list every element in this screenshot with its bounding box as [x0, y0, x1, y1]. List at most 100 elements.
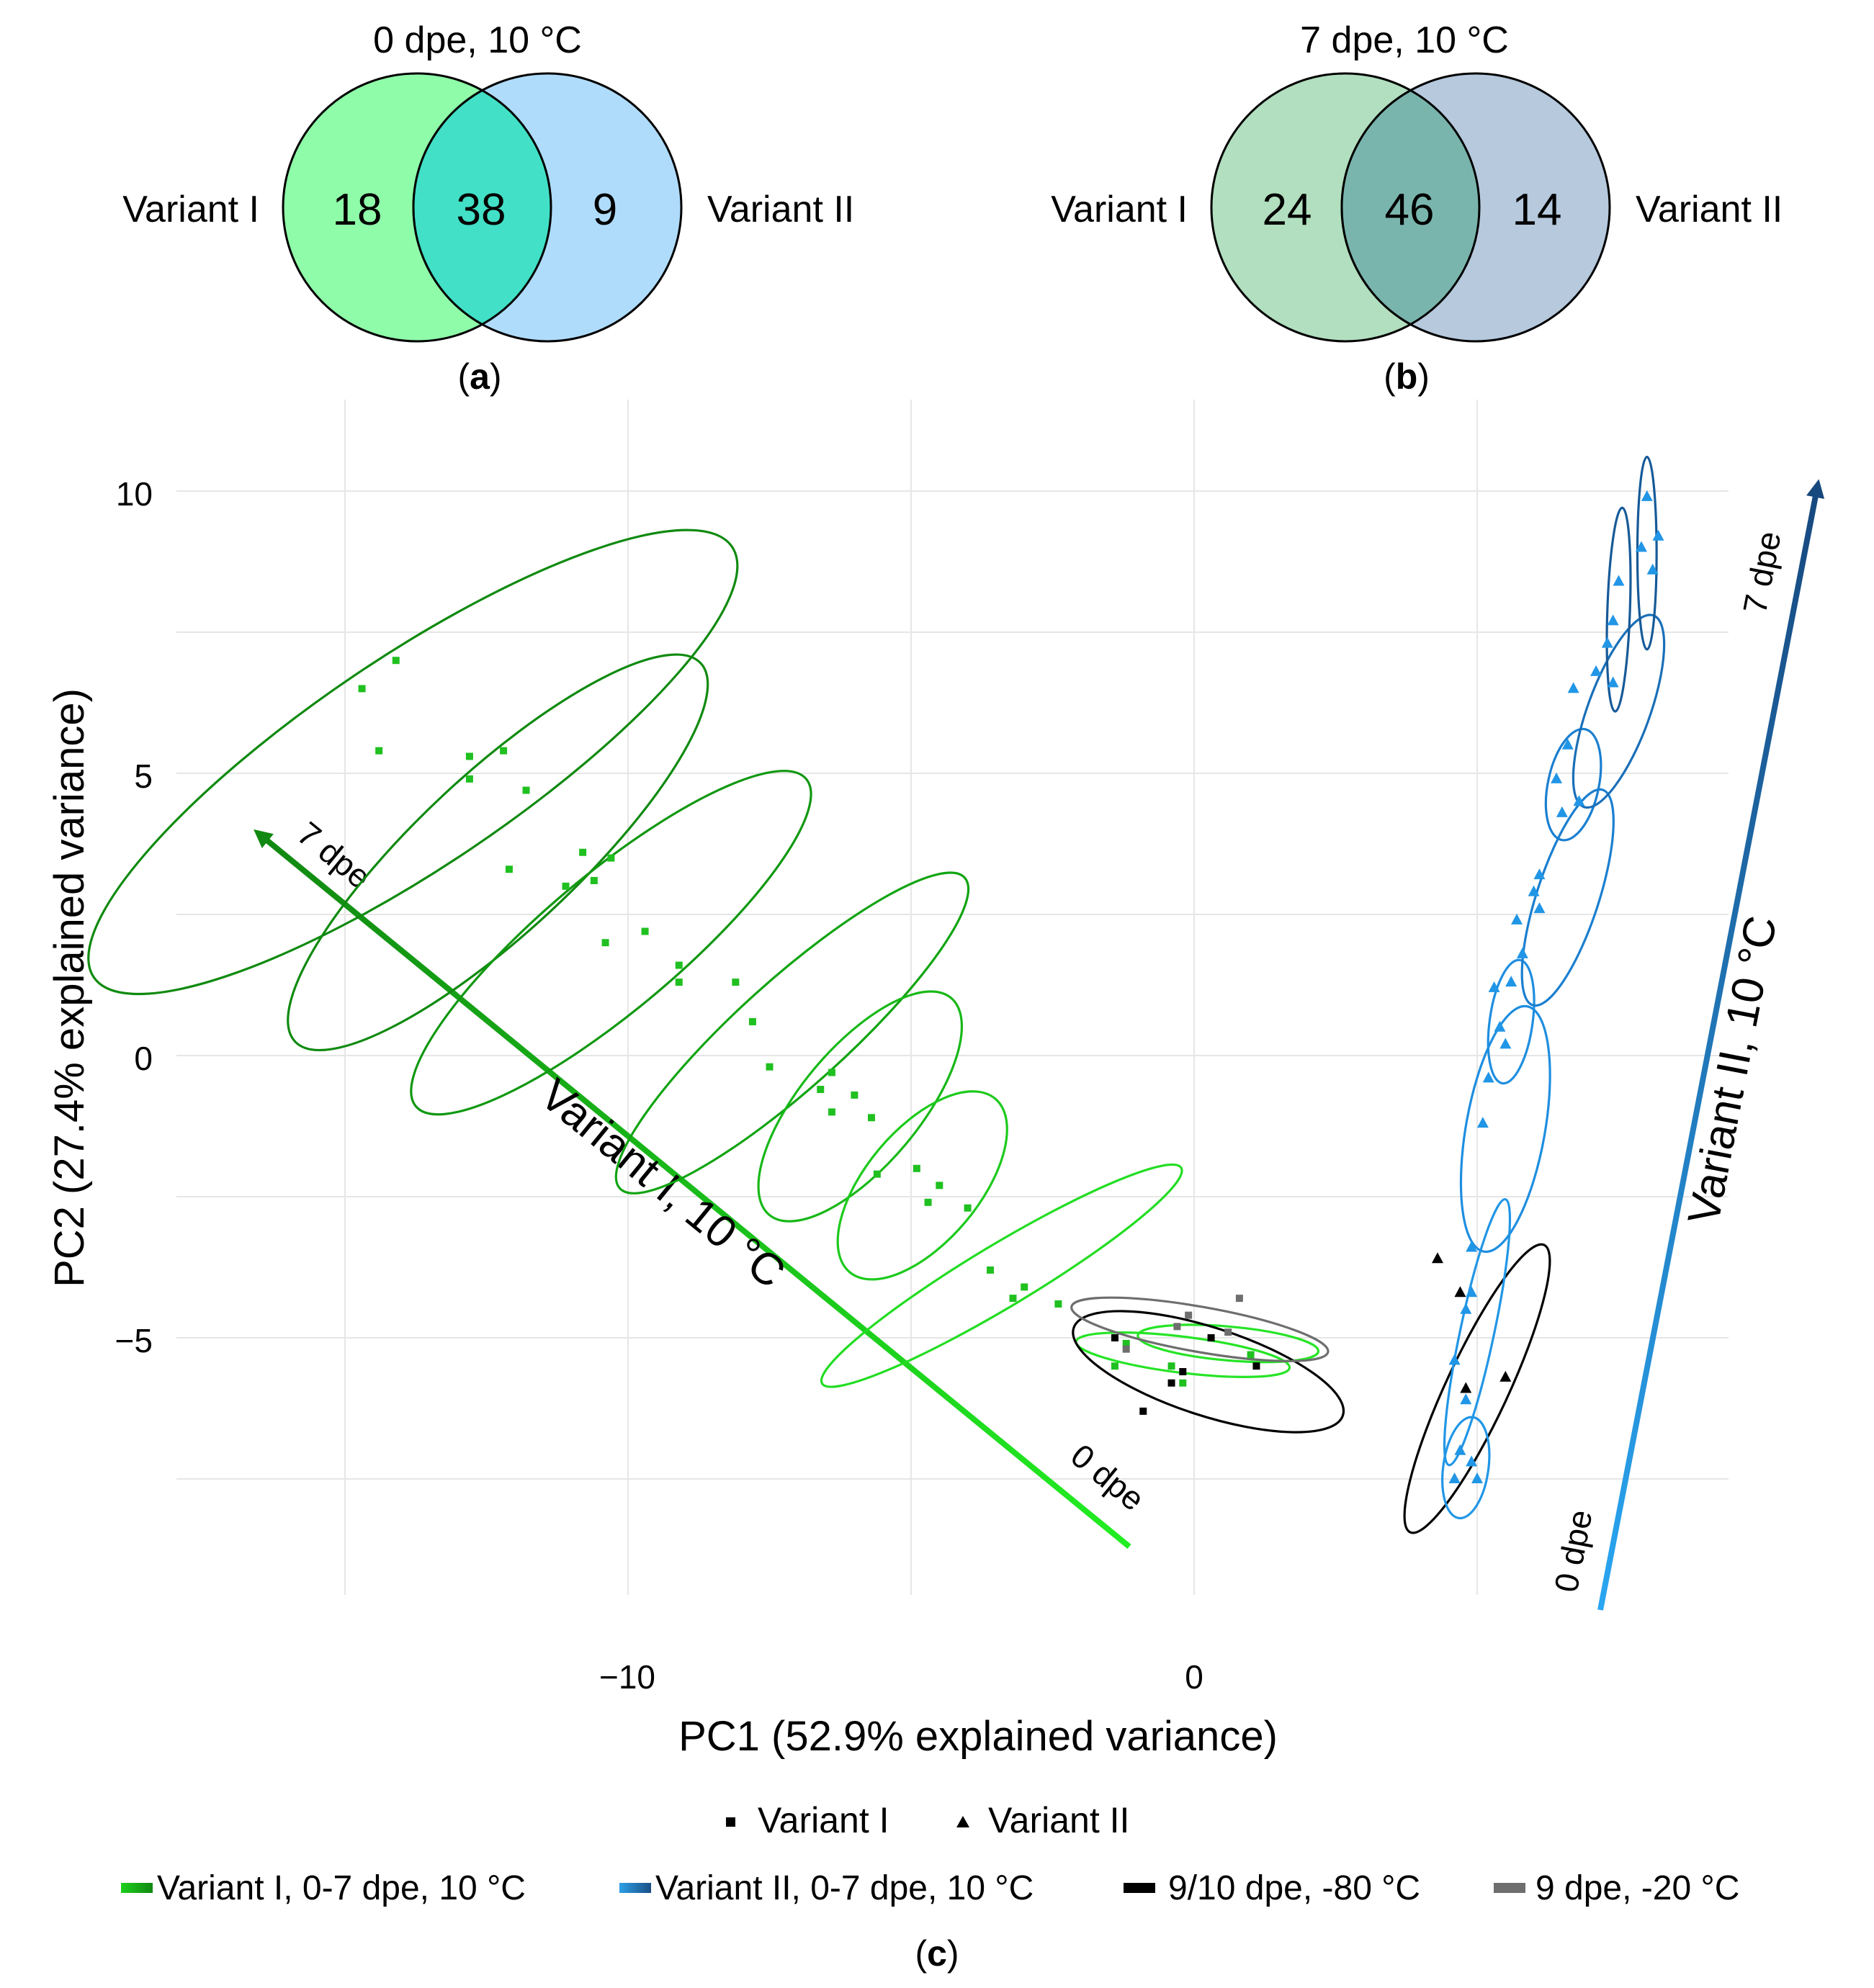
square-point: [1207, 1334, 1215, 1341]
square-point: [465, 775, 473, 783]
square-point: [1252, 1362, 1260, 1370]
triangle-point: [1454, 1444, 1466, 1455]
triangle-point: [1573, 795, 1585, 806]
square-point: [913, 1164, 920, 1172]
confidence-ellipse: [1487, 958, 1535, 1085]
square-point: [1179, 1379, 1187, 1387]
x-tick-label: −10: [599, 1658, 655, 1696]
triangle-point: [1499, 1038, 1512, 1049]
square-point: [1167, 1379, 1175, 1387]
gridlines: [176, 400, 1729, 1595]
legend-swatch-minus-20: [1494, 1883, 1525, 1893]
triangle-point: [1471, 1472, 1483, 1483]
square-point: [748, 1017, 756, 1025]
confidence-ellipse: [820, 1163, 1183, 1388]
x-tick-label: 0: [1185, 1658, 1203, 1696]
venn-b-caption: (b): [1384, 356, 1430, 397]
square-point: [500, 747, 508, 755]
y-tick-labels: 10 5 0 −5: [115, 475, 153, 1359]
variant-i-arrow-label: Variant I, 10 °C: [531, 1070, 794, 1298]
square-point: [1111, 1362, 1118, 1370]
square-point: [505, 865, 513, 873]
marker-legend: Variant I Variant II: [726, 1800, 1129, 1840]
y-tick-label: −5: [115, 1322, 153, 1359]
square-point: [579, 848, 587, 856]
triangle-point: [1561, 738, 1574, 750]
venn-a-intersection: [412, 89, 552, 326]
triangle-point: [1533, 868, 1546, 880]
y-axis-label: PC2 (27.4% explained variance): [46, 688, 93, 1287]
confidence-ellipse: [1572, 613, 1666, 809]
triangle-point: [1511, 913, 1523, 925]
triangle-point: [1601, 637, 1613, 648]
square-point: [1247, 1351, 1255, 1359]
confidence-ellipse: [1072, 1310, 1345, 1434]
square-point: [1185, 1311, 1193, 1319]
triangle-point: [1551, 772, 1563, 783]
square-point: [675, 979, 683, 986]
venn-a-caption: (a): [457, 356, 501, 397]
triangle-point: [1590, 665, 1602, 676]
square-point: [522, 786, 530, 794]
square-point: [1139, 1407, 1147, 1415]
venn-a-left-label: Variant I: [122, 189, 259, 230]
triangle-point: [1567, 682, 1579, 693]
square-point: [562, 882, 570, 890]
data-points: [358, 490, 1664, 1483]
triangle-point: [1613, 575, 1625, 586]
legend-swatch-variant-ii: [619, 1883, 651, 1893]
triangle-point: [1460, 1303, 1472, 1314]
legend-triangle-marker: [956, 1816, 969, 1827]
triangle-point: [1460, 1393, 1472, 1405]
square-point: [607, 854, 615, 862]
venn-a-title: 0 dpe, 10 °C: [373, 19, 582, 61]
triangle-point: [1466, 1455, 1478, 1467]
y-tick-label: 5: [134, 757, 153, 795]
square-point: [766, 1063, 774, 1071]
square-point: [1224, 1328, 1232, 1336]
triangle-point: [1448, 1472, 1461, 1483]
variant-i-trend-arrow: [254, 829, 1131, 1550]
triangle-point: [1635, 541, 1647, 552]
confidence-ellipses: [87, 456, 1666, 1534]
triangle-point: [1528, 885, 1540, 896]
legend-label: 9/10 dpe, -80 °C: [1168, 1869, 1420, 1907]
confidence-ellipse: [410, 770, 812, 1116]
confidence-ellipse: [287, 653, 709, 1052]
confidence-ellipse: [1403, 1243, 1551, 1534]
legend-label: 9 dpe, -20 °C: [1535, 1869, 1739, 1907]
square-point: [1122, 1345, 1130, 1353]
triangle-point: [1482, 1071, 1494, 1083]
square-point: [828, 1069, 835, 1076]
triangle-point: [1499, 1370, 1512, 1382]
variant-i-end-label: 7 dpe: [290, 814, 378, 896]
square-point: [987, 1266, 995, 1274]
variant-ii-trend-arrow: [1597, 479, 1825, 1611]
square-point: [392, 657, 400, 665]
triangle-point: [1556, 806, 1568, 817]
triangle-point: [1505, 976, 1517, 987]
y-tick-label: 0: [134, 1040, 153, 1077]
venn-a-intersection-count: 38: [457, 185, 506, 235]
square-point: [1167, 1362, 1175, 1370]
venn-b-intersection: [1340, 89, 1481, 326]
variant-ii-start-label: 0 dpe: [1547, 1507, 1600, 1596]
square-point: [675, 961, 683, 969]
venn-panel-a: 0 dpe, 10 °C Variant I Variant II 18 38 …: [122, 19, 854, 397]
confidence-ellipse: [1070, 1296, 1330, 1362]
confidence-ellipse: [1605, 506, 1632, 713]
legend-label: Variant I, 0-7 dpe, 10 °C: [157, 1869, 526, 1907]
square-point: [1235, 1295, 1243, 1303]
venn-a-right-only: 9: [593, 185, 617, 235]
venn-a-right-label: Variant II: [707, 189, 854, 230]
triangle-point: [1466, 1286, 1478, 1297]
confidence-ellipse: [1520, 788, 1615, 1007]
venn-b-right-label: Variant II: [1636, 189, 1783, 230]
venn-b-title: 7 dpe, 10 °C: [1300, 19, 1509, 61]
square-point: [590, 876, 598, 884]
square-point: [1009, 1295, 1017, 1303]
square-point: [964, 1204, 972, 1212]
square-point: [936, 1182, 943, 1189]
venn-b-intersection-count: 46: [1385, 185, 1435, 235]
